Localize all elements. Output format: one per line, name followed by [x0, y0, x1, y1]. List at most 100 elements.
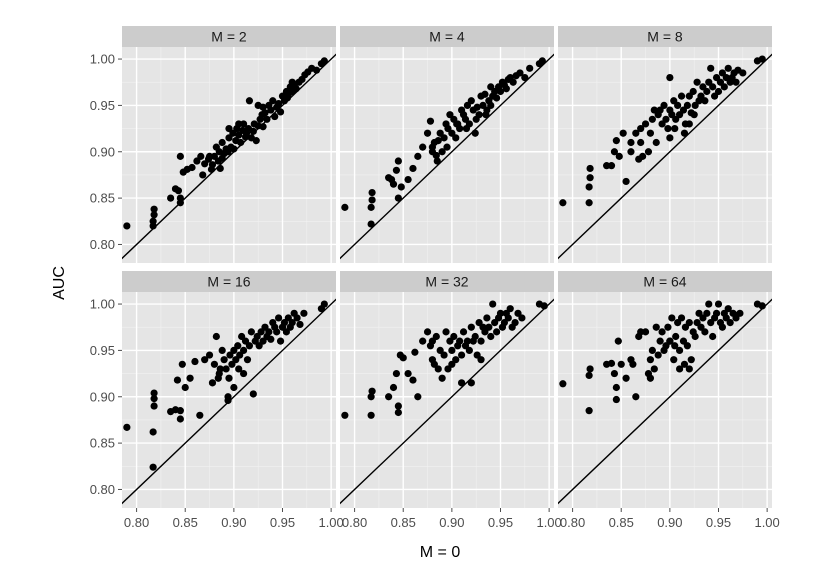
data-point — [239, 346, 248, 355]
data-point — [276, 337, 285, 345]
data-point — [632, 393, 640, 401]
panel-contents — [340, 292, 554, 508]
data-point — [477, 356, 485, 364]
data-point — [394, 408, 402, 417]
data-point — [646, 374, 655, 382]
data-point — [196, 411, 204, 419]
data-point — [585, 407, 593, 415]
data-point — [481, 90, 489, 98]
data-point — [467, 97, 475, 105]
data-point — [150, 389, 158, 397]
data-point — [637, 124, 645, 133]
data-point — [617, 360, 625, 368]
data-point — [434, 137, 442, 145]
data-point — [674, 101, 682, 110]
data-point — [709, 332, 717, 341]
data-point — [197, 152, 205, 160]
data-point — [176, 415, 184, 423]
data-point — [150, 211, 158, 219]
data-point — [683, 342, 691, 350]
panel-contents — [122, 292, 336, 508]
data-point — [263, 115, 271, 123]
data-point — [367, 393, 375, 401]
data-point — [173, 376, 182, 384]
data-point — [205, 351, 214, 359]
data-point — [230, 145, 238, 153]
data-point — [465, 346, 473, 355]
data-point — [123, 222, 131, 230]
data-point — [423, 328, 432, 336]
data-point — [249, 390, 257, 398]
data-point — [680, 129, 689, 137]
data-point — [222, 365, 230, 373]
panel-contents — [558, 47, 772, 263]
data-point — [585, 183, 593, 191]
data-point — [259, 123, 267, 131]
data-point — [506, 305, 514, 313]
data-point — [261, 109, 269, 117]
data-point — [677, 314, 686, 322]
identity-line — [122, 298, 336, 505]
data-point — [639, 152, 647, 160]
data-point — [502, 85, 510, 93]
data-point — [559, 199, 567, 207]
data-point — [701, 328, 709, 336]
facet-title: M = 64 — [643, 274, 686, 290]
data-point — [666, 337, 674, 345]
data-point — [271, 112, 279, 121]
data-point — [612, 383, 620, 392]
panel-3: M = 8 — [558, 26, 772, 263]
data-point — [273, 328, 281, 336]
y-tick-label: 0.90 — [90, 389, 115, 404]
data-point — [188, 163, 196, 172]
data-point — [212, 332, 220, 341]
x-tick-label: 0.85 — [173, 515, 198, 530]
data-point — [703, 309, 711, 317]
data-point — [614, 337, 622, 345]
data-point — [300, 309, 308, 317]
data-point — [493, 94, 501, 102]
x-tick-label: 0.80 — [342, 515, 367, 530]
x-tick-label: 0.85 — [609, 515, 634, 530]
data-point — [397, 183, 405, 191]
y-tick-label: 1.00 — [90, 52, 115, 67]
data-point — [341, 203, 349, 211]
data-point — [174, 187, 183, 195]
data-point — [758, 55, 766, 63]
data-point — [714, 87, 723, 96]
data-point — [392, 369, 401, 378]
data-point — [457, 379, 466, 387]
data-point — [538, 57, 546, 65]
data-point — [646, 356, 655, 364]
data-point — [703, 87, 711, 96]
data-point — [477, 337, 485, 345]
data-point — [472, 115, 480, 123]
data-point — [675, 346, 684, 355]
data-point — [235, 120, 243, 128]
y-tick-label: 0.85 — [90, 436, 115, 451]
data-point — [672, 332, 680, 341]
data-point — [487, 332, 495, 341]
panel-background — [340, 292, 554, 508]
data-point — [671, 124, 679, 133]
data-point — [252, 137, 260, 145]
data-point — [414, 393, 422, 401]
data-point — [707, 64, 715, 72]
data-point — [276, 108, 285, 116]
data-point — [293, 314, 301, 322]
panel-background — [558, 47, 772, 263]
data-point — [724, 305, 732, 313]
data-point — [230, 383, 238, 392]
data-point — [428, 143, 437, 151]
x-axis-title: M = 0 — [420, 544, 461, 561]
data-point — [438, 374, 446, 382]
facet-title: M = 4 — [429, 29, 465, 45]
data-point — [224, 396, 232, 405]
data-point — [404, 369, 412, 378]
data-point — [677, 92, 686, 100]
data-point — [482, 111, 490, 119]
data-point — [267, 335, 275, 343]
data-point — [690, 111, 698, 119]
data-point — [483, 314, 491, 322]
data-point — [341, 411, 349, 419]
